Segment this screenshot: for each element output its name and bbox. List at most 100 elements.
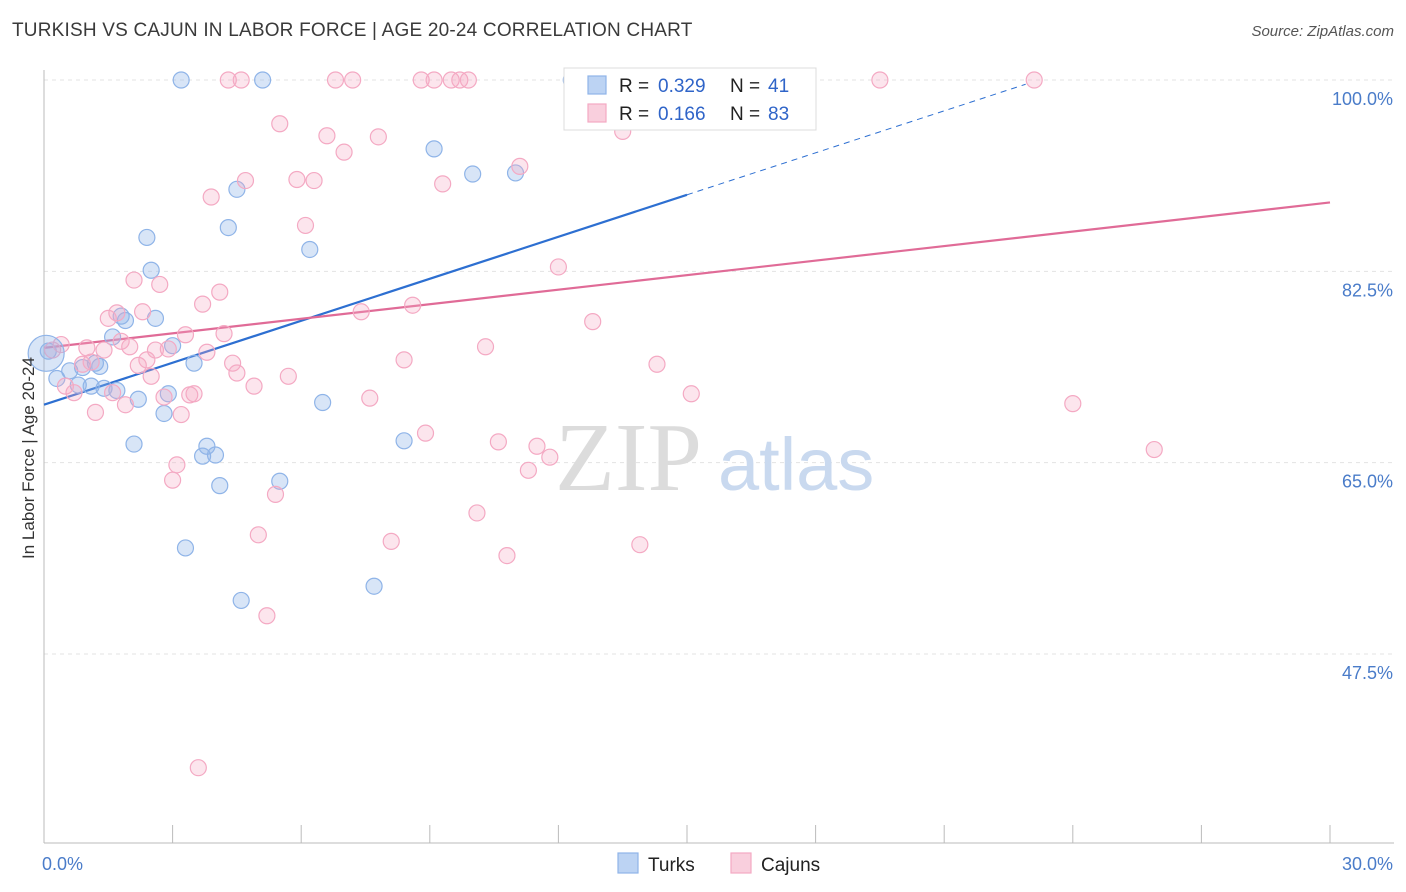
turks-n-label: N =	[730, 76, 760, 97]
turks-point	[395, 432, 413, 450]
cajuns-point	[382, 532, 400, 550]
cajuns-point	[541, 448, 559, 466]
cajuns-point	[271, 115, 289, 133]
cajuns-point	[682, 385, 700, 403]
stats-legend: R = 0.329 N = 41 R = 0.166 N = 83	[563, 67, 817, 131]
watermark: ZIP atlas	[555, 404, 874, 512]
cajuns-point	[219, 71, 237, 89]
cajuns-point	[648, 355, 666, 373]
cajuns-point	[155, 388, 173, 406]
turks-point	[27, 334, 65, 372]
cajuns-point	[56, 377, 75, 395]
legend-turks-label: Turks	[648, 855, 695, 876]
turks-point	[185, 354, 203, 372]
cajuns-point	[116, 396, 135, 414]
turks-point	[228, 180, 246, 198]
cajuns-point	[584, 313, 602, 331]
cajuns-point	[369, 128, 387, 146]
cajuns-point	[103, 384, 122, 402]
cajuns-n-value: 83	[768, 104, 789, 125]
turks-point	[198, 437, 216, 455]
cajuns-point	[95, 341, 113, 359]
cajuns-point	[78, 339, 96, 357]
cajuns-point	[305, 171, 323, 190]
cajuns-point	[498, 546, 516, 565]
cajuns-point	[296, 216, 315, 235]
chart-title: TURKISH VS CAJUN IN LABOR FORCE | AGE 20…	[12, 20, 693, 41]
cajuns-point	[168, 456, 186, 474]
cajuns-point	[159, 340, 177, 358]
cajuns-point	[511, 157, 529, 175]
cajuns-point	[142, 367, 160, 385]
turks-point	[142, 261, 160, 279]
cajuns-point	[112, 332, 130, 350]
cajuns-n-label: N =	[730, 104, 760, 125]
turks-n-value: 41	[768, 76, 789, 97]
cajuns-point	[215, 325, 233, 343]
trend-lines	[43, 83, 1331, 406]
cajuns-point	[236, 171, 255, 190]
cajuns-point	[404, 296, 422, 314]
cajuns-point	[43, 341, 62, 359]
cajuns-point	[151, 275, 169, 294]
turks-point	[176, 539, 195, 557]
cajuns-point	[121, 338, 139, 356]
turks-point	[172, 71, 190, 89]
cajuns-point	[133, 303, 152, 321]
cajuns-point	[258, 607, 276, 625]
turks-r-label: R =	[619, 76, 649, 97]
cajuns-point	[65, 384, 83, 402]
cajuns-point	[1025, 71, 1043, 89]
y-tick-label: 82.5%	[1342, 280, 1393, 300]
turks-r-value: 0.329	[658, 76, 706, 97]
cajuns-point	[361, 389, 379, 407]
turks-point	[155, 404, 173, 423]
axes	[43, 70, 1394, 844]
x-tick-label: 0.0%	[42, 854, 83, 874]
turks-trend-line	[43, 193, 688, 406]
cajuns-point	[459, 71, 477, 89]
turks-point	[211, 477, 229, 495]
turks-point	[365, 577, 383, 595]
cajuns-point	[172, 405, 190, 424]
cajuns-point	[1064, 395, 1082, 413]
cajuns-point	[211, 283, 229, 301]
cajuns-point	[249, 526, 267, 544]
cajuns-point	[519, 461, 537, 479]
data-points	[27, 71, 1163, 777]
cajuns-point	[871, 71, 889, 89]
source-credit: Source: ZipAtlas.com	[1251, 23, 1394, 40]
cajuns-point	[176, 326, 195, 344]
cajuns-point	[476, 338, 495, 356]
turks-point	[232, 591, 250, 610]
cajuns-swatch	[587, 103, 607, 123]
cajuns-point	[425, 71, 443, 89]
cajuns-point	[549, 258, 568, 276]
x-tick-label: 30.0%	[1342, 854, 1393, 874]
cajuns-point	[279, 367, 297, 385]
legend-turks-swatch	[617, 852, 639, 874]
cajuns-r-label: R =	[619, 104, 649, 125]
turks-trend-extension	[686, 83, 1026, 196]
turks-point	[271, 472, 289, 490]
watermark-zip: ZIP	[555, 404, 702, 512]
cajuns-point	[631, 536, 649, 554]
cajuns-point	[434, 175, 452, 193]
turks-point	[464, 165, 482, 183]
turks-point	[91, 357, 109, 376]
cajuns-point	[318, 127, 336, 145]
cajuns-point	[185, 385, 203, 403]
cajuns-point	[245, 377, 263, 395]
cajuns-point	[146, 341, 165, 359]
turks-point	[301, 240, 319, 259]
legend-cajuns-swatch	[730, 852, 752, 874]
turks-point	[219, 219, 237, 237]
turks-point	[125, 435, 143, 453]
cajuns-point	[232, 71, 250, 89]
cajuns-point	[52, 335, 70, 354]
series-legend: Turks Cajuns	[617, 852, 820, 876]
cajuns-point	[108, 304, 126, 322]
watermark-atlas: atlas	[718, 423, 874, 506]
cajuns-point	[164, 471, 182, 489]
